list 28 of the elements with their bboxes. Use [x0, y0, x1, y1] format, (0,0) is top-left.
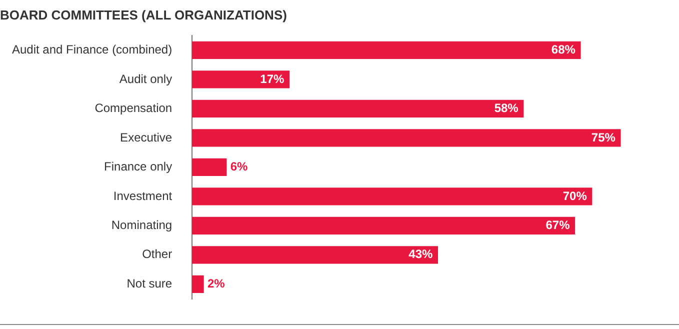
- y-tick-label: Nominating: [111, 218, 172, 232]
- bar: [192, 158, 227, 176]
- bar: [192, 246, 438, 264]
- y-tick-label: Not sure: [126, 276, 172, 290]
- y-tick-label: Other: [142, 247, 172, 262]
- data-label: 2%: [208, 276, 226, 290]
- data-label: 43%: [408, 247, 433, 262]
- y-tick-label: Investment: [113, 188, 173, 203]
- bar: [192, 188, 592, 206]
- data-label: 17%: [260, 72, 284, 86]
- bar: [192, 41, 581, 60]
- data-label: 70%: [562, 188, 588, 203]
- data-label: 67%: [546, 218, 570, 232]
- y-tick-label: Audit only: [119, 72, 172, 86]
- bar: [192, 70, 290, 88]
- bar: [192, 100, 524, 118]
- data-label: 6%: [230, 160, 248, 174]
- chart-title: BOARD COMMITTEES (ALL ORGANIZATIONS): [0, 7, 287, 22]
- bar: [192, 216, 576, 235]
- y-tick-label: Compensation: [94, 101, 172, 116]
- bar: [192, 129, 621, 147]
- y-tick-label: Executive: [120, 130, 172, 144]
- data-label: 68%: [551, 42, 576, 57]
- data-label: 75%: [591, 130, 616, 144]
- bar: [192, 275, 204, 294]
- data-label: 58%: [494, 101, 519, 116]
- y-tick-label: Finance only: [104, 160, 172, 174]
- y-tick-label: Audit and Finance (combined): [12, 42, 172, 57]
